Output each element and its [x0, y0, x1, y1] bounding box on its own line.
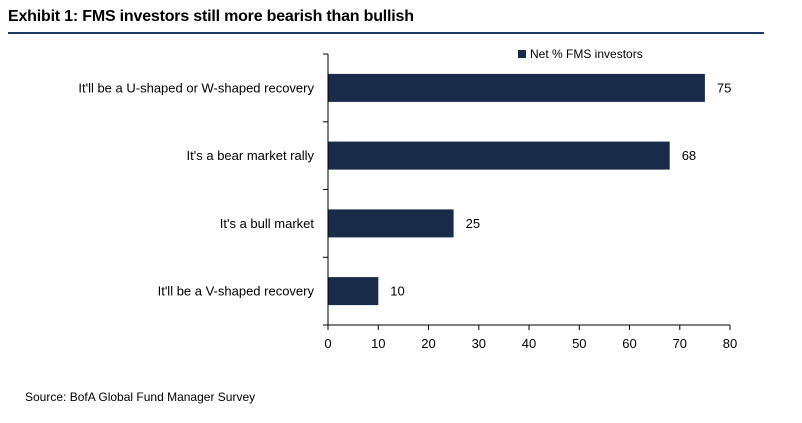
x-tick-label: 70 — [673, 336, 687, 351]
bar-1 — [328, 141, 670, 170]
bar-2 — [328, 209, 454, 238]
title-divider — [8, 32, 764, 34]
data-label: 25 — [466, 216, 480, 231]
data-label: 10 — [390, 284, 404, 299]
source-note: Source: BofA Global Fund Manager Survey — [25, 390, 256, 404]
category-label: It'll be a V-shaped recovery — [158, 284, 315, 299]
exhibit-title: Exhibit 1: FMS investors still more bear… — [8, 8, 414, 25]
x-tick-label: 80 — [723, 336, 737, 351]
x-tick-label: 10 — [371, 336, 385, 351]
legend-label: Net % FMS investors — [530, 47, 643, 61]
category-label: It's a bull market — [220, 216, 315, 231]
bar-0 — [328, 73, 705, 102]
data-label: 68 — [682, 148, 696, 163]
chart-legend: Net % FMS investors — [518, 47, 643, 61]
bar-3 — [328, 277, 379, 306]
x-tick-label: 60 — [622, 336, 636, 351]
x-tick-label: 20 — [421, 336, 435, 351]
legend-swatch — [518, 50, 526, 58]
category-label: It'll be a U-shaped or W-shaped recovery — [78, 80, 314, 95]
data-label: 75 — [717, 80, 731, 95]
x-tick-label: 30 — [472, 336, 486, 351]
x-tick-label: 40 — [522, 336, 536, 351]
x-tick-label: 0 — [324, 336, 331, 351]
category-label: It's a bear market rally — [187, 148, 315, 163]
x-tick-label: 50 — [572, 336, 586, 351]
